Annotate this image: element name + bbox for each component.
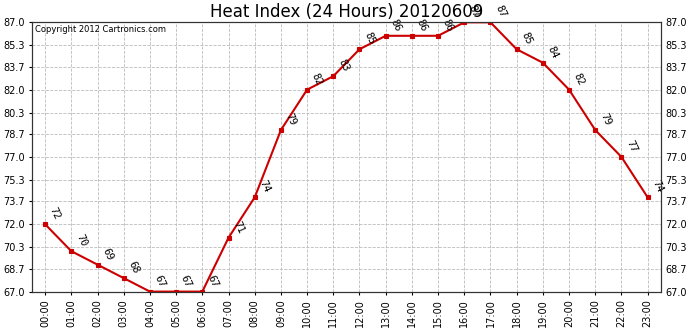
- Title: Heat Index (24 Hours) 20120609: Heat Index (24 Hours) 20120609: [210, 3, 483, 21]
- Text: 86: 86: [441, 17, 455, 33]
- Text: 67: 67: [152, 273, 167, 289]
- Text: 77: 77: [624, 139, 638, 154]
- Text: 72: 72: [48, 206, 62, 221]
- Text: 70: 70: [74, 233, 88, 248]
- Text: 74: 74: [257, 179, 272, 195]
- Text: 85: 85: [520, 31, 534, 47]
- Text: 71: 71: [231, 219, 246, 235]
- Text: 82: 82: [310, 71, 324, 87]
- Text: 86: 86: [415, 17, 429, 33]
- Text: 79: 79: [598, 112, 612, 127]
- Text: 87: 87: [493, 4, 508, 19]
- Text: 86: 86: [388, 17, 403, 33]
- Text: 67: 67: [179, 273, 193, 289]
- Text: 82: 82: [572, 71, 586, 87]
- Text: 69: 69: [100, 246, 115, 262]
- Text: 68: 68: [126, 260, 141, 275]
- Text: 87: 87: [467, 4, 482, 19]
- Text: 67: 67: [205, 273, 219, 289]
- Text: 85: 85: [362, 31, 377, 47]
- Text: 74: 74: [651, 179, 664, 195]
- Text: 79: 79: [284, 112, 298, 127]
- Text: 83: 83: [336, 58, 351, 73]
- Text: Copyright 2012 Cartronics.com: Copyright 2012 Cartronics.com: [35, 25, 166, 34]
- Text: 84: 84: [546, 45, 560, 60]
